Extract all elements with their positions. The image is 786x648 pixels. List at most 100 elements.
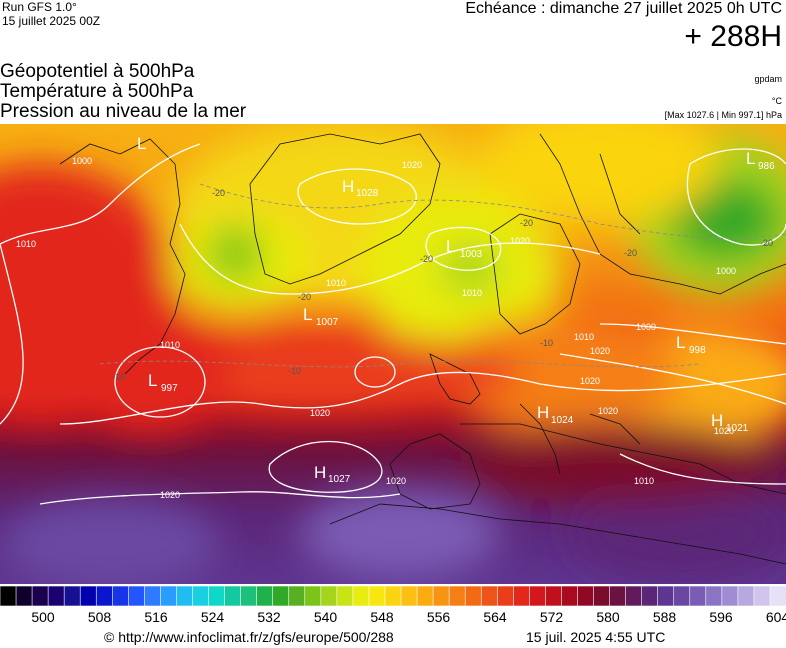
isobar-label: 1010 bbox=[574, 332, 594, 342]
color-scale-swatch bbox=[111, 585, 130, 607]
layer-temperature: Température à 500hPa bbox=[0, 81, 194, 102]
system-letter: H bbox=[314, 463, 326, 482]
isotherm-label: -20 bbox=[760, 238, 773, 248]
color-scale-swatch bbox=[721, 585, 739, 607]
color-scale-swatch bbox=[432, 585, 450, 607]
layer-geopotential: Géopotentiel à 500hPa bbox=[0, 61, 195, 82]
unit-geopotential: gpdam bbox=[754, 74, 782, 84]
isobar-label: 1020 bbox=[598, 406, 618, 416]
color-scale-swatch bbox=[0, 585, 17, 607]
color-scale-swatch bbox=[240, 585, 258, 607]
system-value: 1003 bbox=[460, 249, 483, 260]
isobar-label: 1020 bbox=[510, 236, 530, 246]
color-scale-tick-label: 524 bbox=[200, 609, 225, 625]
system-letter: L bbox=[137, 134, 146, 153]
low-pressure-center: L 986 bbox=[746, 149, 775, 172]
color-scale-swatch bbox=[513, 585, 531, 607]
color-scale-swatch bbox=[15, 585, 33, 607]
isobar-label: 1010 bbox=[462, 288, 482, 298]
color-scale-swatch bbox=[272, 585, 290, 607]
generation-date: 15 juil. 2025 4:55 UTC bbox=[526, 629, 666, 645]
system-value: 1021 bbox=[726, 423, 749, 434]
isotherm-label: -10 bbox=[112, 372, 125, 382]
color-scale-swatch bbox=[737, 585, 755, 607]
system-letter: L bbox=[303, 305, 312, 324]
color-scale-swatch bbox=[448, 585, 466, 607]
low-pressure-center: L bbox=[137, 134, 146, 153]
color-scale-tick-label: 564 bbox=[483, 609, 507, 625]
color-scale-tick-label: 508 bbox=[87, 609, 112, 625]
color-scale-tick-label: 532 bbox=[257, 609, 281, 625]
isobar-label: 1000 bbox=[636, 322, 656, 332]
color-scale-tick-label: 580 bbox=[596, 609, 620, 625]
color-scale-bar bbox=[0, 585, 786, 607]
color-scale-swatch bbox=[160, 585, 178, 607]
isobar-label: 1020 bbox=[402, 160, 422, 170]
weather-map: 1000 1010 1020 1010 1020 1010 1000 1020 … bbox=[0, 124, 786, 584]
system-letter: L bbox=[148, 371, 157, 390]
isobar-labels: 1000 1010 1020 1010 1020 1010 1000 1020 … bbox=[16, 156, 736, 500]
forecast-valid-time: Echéance : dimanche 27 juillet 2025 0h U… bbox=[465, 0, 782, 17]
color-scale-swatch bbox=[625, 585, 643, 607]
system-letter: L bbox=[446, 237, 455, 256]
system-letter: H bbox=[342, 177, 354, 196]
lead-time: + 288H bbox=[684, 20, 782, 53]
color-scale-swatch bbox=[561, 585, 579, 607]
color-scale-tick-label: 572 bbox=[539, 609, 564, 625]
color-scale-tick-label: 500 bbox=[31, 609, 55, 625]
color-scale-swatch bbox=[641, 585, 659, 607]
color-scale-swatch bbox=[577, 585, 595, 607]
unit-temperature: °C bbox=[771, 96, 782, 106]
low-pressure-center: L 1007 bbox=[303, 305, 339, 328]
color-scale-tick-label: 588 bbox=[652, 609, 677, 625]
color-scale-tick-label: 540 bbox=[313, 609, 338, 625]
color-scale-swatch bbox=[496, 585, 515, 607]
color-scale-swatch bbox=[400, 585, 418, 607]
color-scale-swatch bbox=[368, 585, 386, 607]
source-url: © http://www.infoclimat.fr/z/gfs/europe/… bbox=[104, 629, 394, 645]
system-value: 1027 bbox=[328, 474, 351, 485]
isotherm-label: -20 bbox=[624, 248, 637, 258]
color-scale-svg bbox=[0, 585, 786, 607]
isotherm-label: -10 bbox=[540, 338, 553, 348]
color-scale-ticks: 500 508 516 524 532 540 548 556 564 572 580 588 596 6… bbox=[0, 609, 786, 627]
system-value: 998 bbox=[689, 345, 706, 356]
color-scale-swatch bbox=[320, 585, 338, 607]
color-scale-swatch bbox=[593, 585, 611, 607]
color-scale-swatch bbox=[464, 585, 483, 607]
isobar-label: 1020 bbox=[590, 346, 610, 356]
system-letter: L bbox=[746, 149, 755, 168]
coastlines bbox=[59, 133, 786, 565]
isobar-label: 1010 bbox=[160, 340, 180, 350]
color-scale-swatch bbox=[753, 585, 771, 607]
isotherm-label: -20 bbox=[420, 254, 433, 264]
color-scale-tick-label: 596 bbox=[709, 609, 733, 625]
run-date-label: 15 juillet 2025 00Z bbox=[2, 14, 101, 28]
system-value: 986 bbox=[758, 161, 775, 172]
color-scale-swatch bbox=[657, 585, 675, 607]
color-scale-swatch bbox=[95, 585, 114, 607]
color-scale-swatch bbox=[192, 585, 210, 607]
isobars bbox=[0, 143, 786, 505]
isobar-label: 1020 bbox=[714, 426, 734, 436]
color-scale-swatch bbox=[769, 585, 786, 607]
isobar-label: 1000 bbox=[72, 156, 92, 166]
isotherm-label: -20 bbox=[520, 218, 533, 228]
color-scale-swatch bbox=[705, 585, 723, 607]
color-scale-swatch bbox=[31, 585, 49, 607]
color-scale-swatch bbox=[352, 585, 370, 607]
low-pressure-center: L 1003 bbox=[446, 237, 483, 260]
isobar-label: 1010 bbox=[326, 278, 346, 288]
system-value: 997 bbox=[161, 383, 178, 394]
low-pressure-center: L 997 bbox=[148, 371, 178, 394]
color-scale-swatch bbox=[256, 585, 274, 607]
isobar-label: 1000 bbox=[716, 266, 736, 276]
low-pressure-center: L 998 bbox=[676, 333, 706, 356]
high-pressure-center: H 1027 bbox=[314, 463, 351, 485]
isobar-label: 1020 bbox=[580, 376, 600, 386]
color-scale-swatch bbox=[673, 585, 691, 607]
color-scale-tick-label: 548 bbox=[370, 609, 394, 625]
isobar-label: 1020 bbox=[386, 476, 406, 486]
color-scale-swatch bbox=[480, 585, 499, 607]
run-info: Run GFS 1.0° 15 juillet 2025 00Z bbox=[2, 0, 100, 28]
